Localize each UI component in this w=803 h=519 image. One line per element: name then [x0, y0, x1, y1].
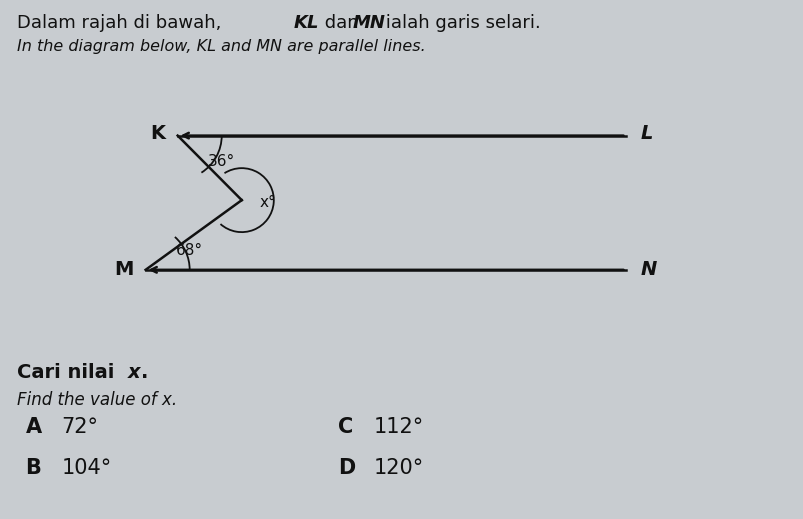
Text: M: M	[114, 261, 133, 279]
Text: Find the value of x.: Find the value of x.	[18, 391, 177, 409]
Text: N: N	[640, 261, 656, 279]
Text: K: K	[150, 124, 165, 143]
Text: 72°: 72°	[61, 417, 98, 437]
Text: 104°: 104°	[61, 458, 112, 478]
Text: 112°: 112°	[373, 417, 424, 437]
Text: KL: KL	[293, 15, 319, 32]
Text: .: .	[141, 363, 148, 382]
Text: MN: MN	[352, 15, 385, 32]
Text: x: x	[128, 363, 141, 382]
Text: 68°: 68°	[176, 243, 203, 258]
Text: Dalam rajah di bawah,: Dalam rajah di bawah,	[18, 15, 227, 32]
Text: x°: x°	[259, 195, 275, 210]
Text: D: D	[337, 458, 355, 478]
Text: C: C	[337, 417, 353, 437]
Text: B: B	[26, 458, 41, 478]
Text: 36°: 36°	[208, 154, 235, 169]
Text: A: A	[26, 417, 42, 437]
Text: L: L	[640, 124, 652, 143]
Text: Cari nilai: Cari nilai	[18, 363, 121, 382]
Text: dan: dan	[319, 15, 365, 32]
Text: ialah garis selari.: ialah garis selari.	[380, 15, 540, 32]
Text: 120°: 120°	[373, 458, 424, 478]
Text: In the diagram below, KL and MN are parallel lines.: In the diagram below, KL and MN are para…	[18, 38, 426, 53]
